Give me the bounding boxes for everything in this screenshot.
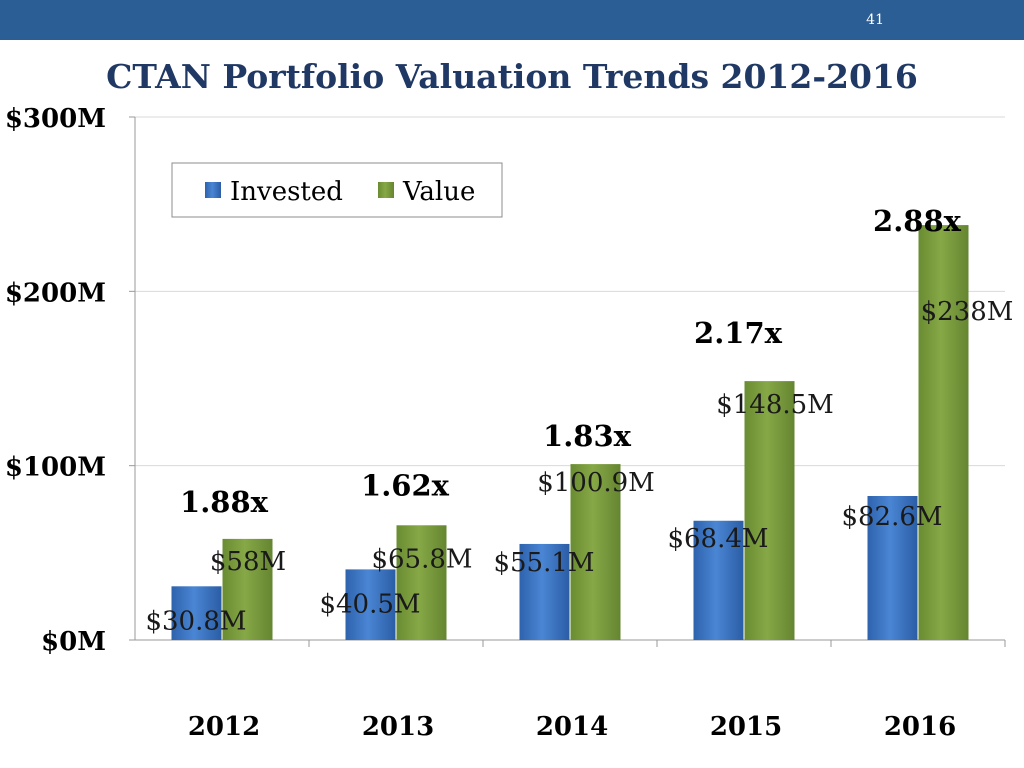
bar-invested (171, 586, 222, 640)
data-label-value: $65.8M (371, 544, 472, 574)
data-label-invested: $40.5M (319, 589, 420, 619)
data-label-value: $238M (921, 297, 1014, 327)
legend-swatch-value (378, 182, 394, 198)
x-tick-label: 2015 (710, 712, 782, 742)
axes: $0M $100M $200M $300M 2012 2013 2014 2015 2016 (5, 104, 1006, 742)
y-tick-label: $0M (41, 627, 106, 657)
bar-invested (867, 496, 918, 640)
data-label-value: $100.9M (537, 468, 655, 498)
x-tick-label: 2013 (362, 712, 434, 742)
chart-title: CTAN Portfolio Valuation Trends 2012-201… (106, 57, 918, 96)
legend-box (171, 162, 503, 218)
y-tick-label: $200M (5, 278, 106, 308)
data-label-invested: $82.6M (841, 502, 942, 532)
y-tick-label: $300M (5, 104, 106, 134)
bar-value (744, 381, 795, 640)
multiple-label: 1.62x (361, 468, 450, 502)
bar-invested (519, 543, 570, 640)
bar-invested (345, 569, 396, 640)
multiple-label: 2.17x (694, 316, 783, 350)
data-label-invested: $30.8M (145, 606, 246, 636)
bars (171, 225, 969, 640)
y-tick-label: $100M (5, 453, 106, 483)
x-tick-label: 2012 (188, 712, 260, 742)
header-bar: 41 (0, 0, 1024, 40)
bar-value (396, 525, 447, 640)
legend-label-value: Value (402, 177, 475, 207)
data-label-value: $58M (210, 547, 286, 577)
multiple-label: 1.88x (180, 485, 269, 519)
data-label-invested: $68.4M (667, 524, 768, 554)
bar-value (918, 225, 969, 640)
multiple-label: 2.88x (873, 204, 962, 238)
data-label-invested: $55.1M (493, 548, 594, 578)
grid-lines (135, 116, 1005, 467)
bar-value (570, 464, 621, 640)
x-tick-label: 2014 (536, 712, 608, 742)
bar-chart: CTAN Portfolio Valuation Trends 2012-201… (5, 57, 1014, 742)
bar-value (222, 538, 273, 640)
bar-invested (693, 520, 744, 640)
x-tick-label: 2016 (884, 712, 956, 742)
data-label-value: $148.5M (716, 390, 834, 420)
multiple-label: 1.83x (543, 419, 632, 453)
legend: Invested Value (171, 162, 503, 218)
data-labels: $30.8M $58M 1.88x $40.5M $65.8M 1.62x $55.1M $1… (145, 204, 1013, 636)
page-number: 41 (866, 12, 884, 28)
legend-label-invested: Invested (230, 177, 343, 207)
legend-swatch-invested (205, 182, 221, 198)
